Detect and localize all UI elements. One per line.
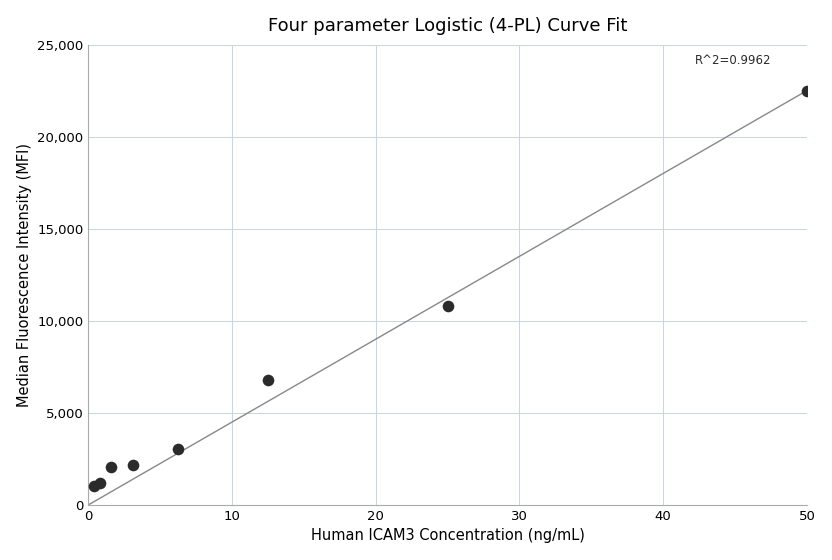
- Point: [261, 375, 275, 384]
- Point: [93, 478, 106, 487]
- X-axis label: Human ICAM3 Concentration (ng/mL): Human ICAM3 Concentration (ng/mL): [310, 528, 585, 543]
- Point: [87, 481, 101, 490]
- Text: R^2=0.9962: R^2=0.9962: [695, 54, 771, 67]
- Point: [126, 461, 140, 470]
- Y-axis label: Median Fluorescence Intensity (MFI): Median Fluorescence Intensity (MFI): [17, 143, 32, 407]
- Point: [441, 302, 454, 311]
- Point: [800, 86, 814, 95]
- Point: [104, 463, 117, 472]
- Point: [171, 444, 185, 453]
- Title: Four parameter Logistic (4-PL) Curve Fit: Four parameter Logistic (4-PL) Curve Fit: [268, 17, 627, 35]
